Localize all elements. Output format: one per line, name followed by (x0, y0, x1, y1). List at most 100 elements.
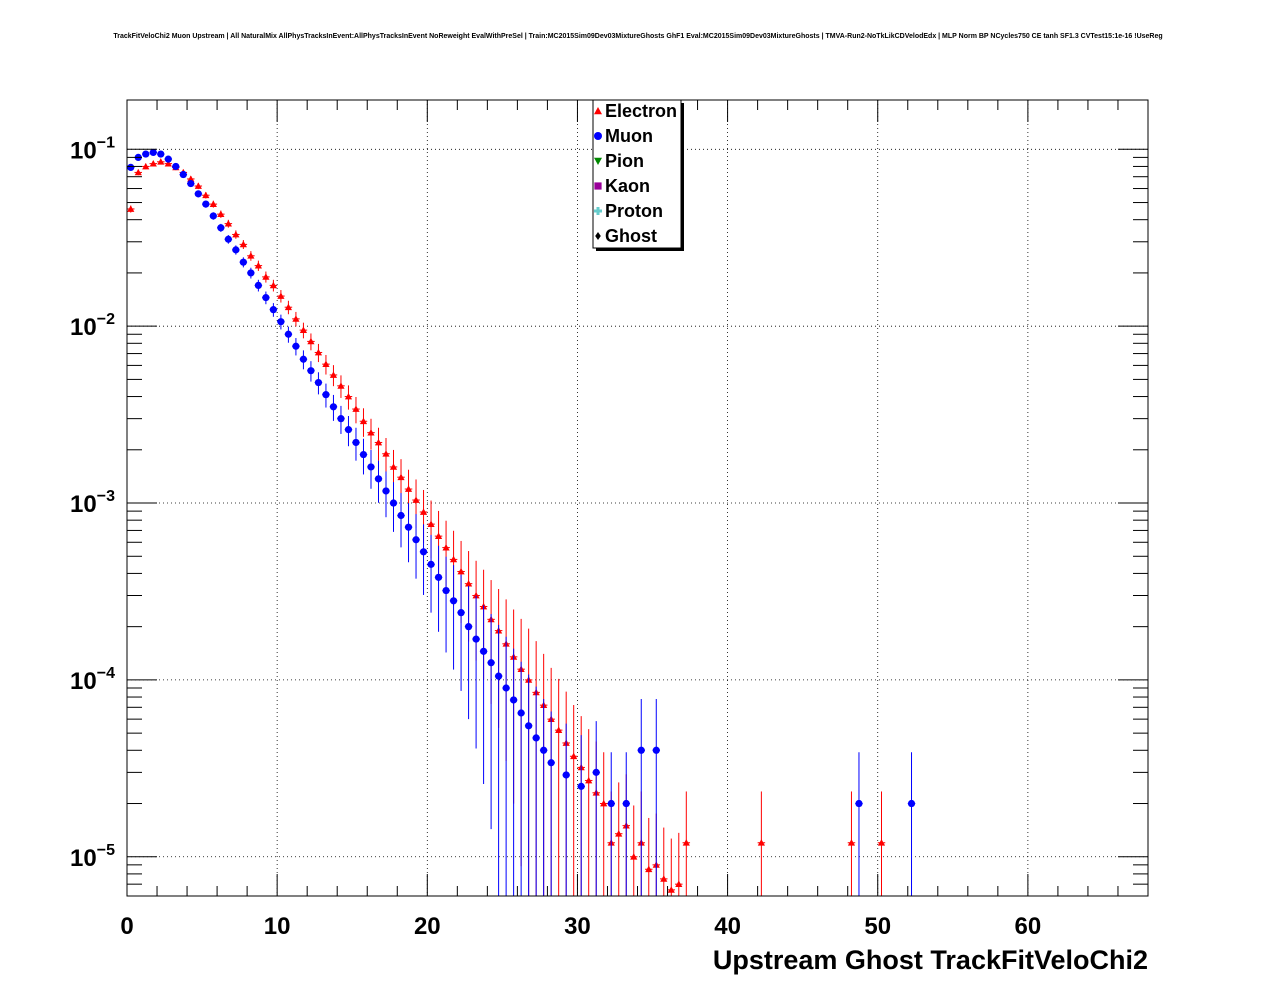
data-point (434, 573, 443, 581)
data-point (487, 659, 495, 667)
data-point (510, 696, 518, 704)
data-point (367, 429, 375, 436)
data-point (479, 647, 488, 655)
data-point (217, 224, 225, 232)
legend-entry-proton: Proton (594, 201, 663, 221)
data-point (412, 536, 420, 544)
data-point (299, 326, 308, 333)
legend-marker (594, 132, 602, 140)
data-point (194, 182, 202, 189)
data-point (299, 355, 308, 363)
data-point (675, 880, 683, 888)
legend-marker (594, 157, 602, 165)
data-point (382, 487, 390, 495)
data-point (667, 886, 675, 893)
data-point (187, 179, 195, 188)
data-point (682, 839, 690, 846)
data-point (247, 252, 255, 259)
y-tick-label: 10−3 (70, 488, 115, 518)
legend: Electron Muon Pion Kaon Proton Ghost (592, 99, 684, 251)
data-point (269, 281, 277, 289)
data-point (344, 392, 353, 400)
data-point (630, 853, 638, 860)
data-point (217, 210, 225, 218)
data-point (239, 258, 247, 266)
legend-marker (594, 107, 602, 115)
data-point (209, 200, 217, 207)
data-point (322, 391, 330, 399)
data-point (540, 746, 548, 754)
data-point (187, 175, 195, 182)
data-point (202, 191, 210, 199)
data-point (660, 875, 668, 882)
data-point (495, 672, 503, 680)
data-point (570, 752, 578, 760)
series-muon (127, 148, 916, 896)
data-point (472, 591, 480, 599)
legend-label: Proton (605, 201, 663, 221)
legend-marker (595, 232, 601, 240)
data-point (202, 200, 210, 208)
data-point (907, 799, 916, 808)
data-point (757, 839, 765, 846)
data-point (314, 348, 323, 356)
data-point (307, 337, 315, 345)
data-point (359, 450, 368, 459)
data-point (292, 342, 300, 350)
data-point (442, 543, 450, 551)
data-point (179, 170, 187, 179)
data-point (449, 555, 458, 563)
data-point (149, 160, 157, 167)
data-point (427, 560, 435, 568)
legend-box (592, 99, 682, 249)
data-point (157, 158, 165, 165)
data-point (172, 162, 180, 171)
data-point (652, 746, 660, 754)
y-tick-label: 10−2 (70, 311, 115, 341)
data-point (517, 709, 525, 717)
legend-marker (594, 207, 602, 215)
data-point (457, 609, 465, 617)
legend-entry-electron: Electron (594, 101, 677, 121)
legend-entry-muon: Muon (594, 126, 653, 146)
data-point (622, 799, 630, 808)
data-point (352, 405, 360, 412)
x-tick-label: 10 (264, 913, 291, 940)
chart-title: TrackFitVeloChi2 Muon Upstream | All Nat… (113, 33, 1163, 40)
legend-label: Ghost (605, 226, 657, 246)
data-point (254, 281, 262, 290)
legend-entry-kaon: Kaon (594, 176, 650, 196)
data-point (645, 865, 653, 873)
data-point (397, 511, 405, 520)
data-point (427, 520, 435, 527)
data-point (555, 726, 563, 734)
y-tick-label: 10−4 (70, 665, 115, 695)
data-point (262, 273, 270, 280)
data-point (359, 417, 368, 425)
data-point (284, 303, 293, 311)
data-point (164, 155, 172, 163)
data-point (277, 292, 285, 299)
data-point (374, 475, 383, 483)
data-point (269, 306, 277, 314)
data-point (262, 294, 270, 302)
data-point (382, 450, 390, 457)
data-point (419, 548, 428, 556)
data-point (224, 235, 232, 243)
data-point (127, 163, 135, 172)
data-point (322, 360, 330, 368)
data-point (149, 148, 157, 157)
data-point (877, 839, 886, 846)
x-tick-label: 20 (414, 913, 441, 940)
legend-entry-ghost: Ghost (595, 226, 657, 246)
data-point (404, 523, 413, 531)
data-point (472, 635, 480, 643)
data-point (615, 830, 623, 837)
data-point (547, 759, 555, 767)
data-point (404, 485, 413, 492)
data-point (329, 371, 338, 378)
data-point (344, 426, 353, 434)
series-electron (127, 158, 886, 896)
data-point (449, 597, 458, 605)
